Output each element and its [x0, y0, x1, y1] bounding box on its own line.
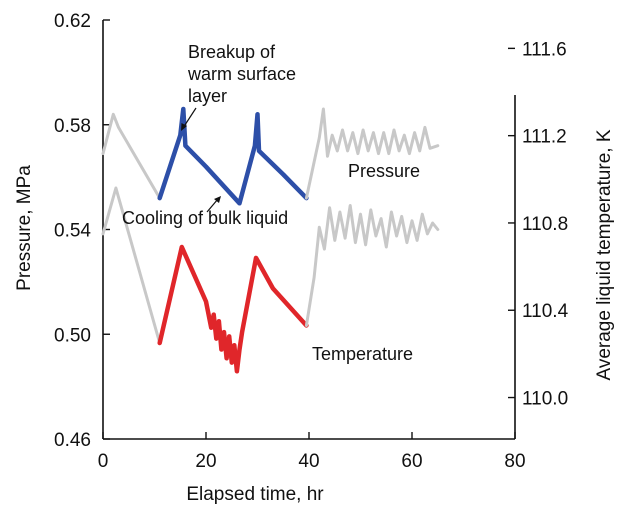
breakup-label-line-3: layer: [188, 86, 227, 106]
y-right-tick-label: 110.0: [522, 389, 568, 410]
left-axis-title: Pressure, MPa: [14, 165, 35, 291]
y-right-tick-label: 110.4: [522, 301, 569, 322]
y-left-tick-label: 0.46: [54, 430, 91, 451]
ticks: 0 20 40 60 80 0.46 0.50 0.54 0.58 0.62 110.0 110.4 1…: [54, 11, 569, 472]
right-axis-title: Average liquid temperature, K: [594, 129, 615, 380]
x-tick-label: 40: [298, 451, 319, 472]
temperature-series-segment-red-1: [157, 244, 309, 374]
breakup-arrow-head: [181, 123, 187, 131]
pressure-series-segment-gray-0: [101, 112, 162, 200]
axes: [102, 20, 516, 440]
x-tick-label: 60: [401, 451, 422, 472]
x-tick-label: 0: [98, 451, 109, 472]
y-right-tick-label: 111.2: [522, 127, 567, 148]
x-tick-label: 20: [195, 451, 216, 472]
y-left-tick-label: 0.58: [54, 116, 91, 137]
cooling-arrow-head: [214, 196, 221, 203]
temperature-series-segment-gray-2: [304, 204, 440, 327]
breakup-label-line-2: warm surface: [187, 64, 296, 84]
cooling-label: Cooling of bulk liquid: [122, 208, 288, 228]
y-right-tick-label: 110.8: [522, 214, 568, 235]
y-left-tick-label: 0.62: [54, 11, 91, 32]
pressure-series-label: Pressure: [348, 161, 420, 181]
pressure-series-segment-blue-1: [157, 106, 309, 206]
y-right-tick-label: 111.6: [522, 39, 567, 60]
breakup-arrow-line: [182, 107, 197, 129]
x-tick-label: 80: [504, 451, 525, 472]
series-layer: [101, 106, 440, 374]
breakup-label-line-1: Breakup of: [188, 42, 276, 62]
cooling-annotation: Cooling of bulk liquid: [122, 196, 288, 228]
temperature-series-label: Temperature: [312, 344, 413, 364]
cooling-arrow-line: [206, 198, 219, 213]
pressure-series-segment-gray-2: [304, 107, 440, 200]
y-left-tick-label: 0.54: [54, 221, 91, 242]
temperature-series-segment-gray-0: [101, 186, 162, 345]
breakup-annotation: Breakup of warm surface layer: [181, 42, 296, 131]
y-left-tick-label: 0.50: [54, 325, 91, 346]
x-axis-title: Elapsed time, hr: [186, 484, 324, 505]
